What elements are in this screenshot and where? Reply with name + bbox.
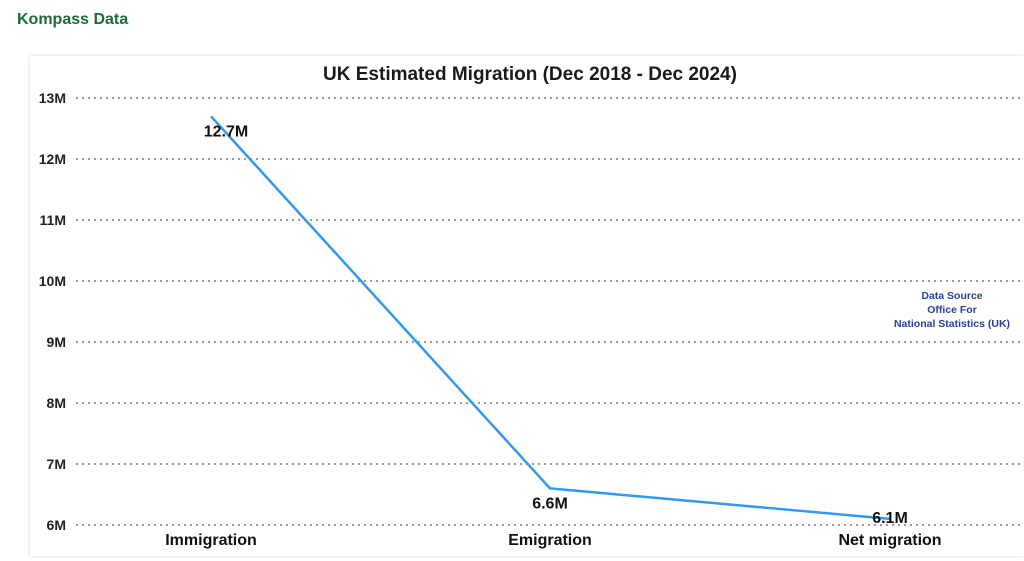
y-tick-label: 7M bbox=[47, 456, 66, 472]
y-tick-label: 13M bbox=[39, 90, 66, 106]
data-label: 6.1M bbox=[872, 510, 908, 527]
x-axis-categories: Immigration Emigration Net migration bbox=[165, 532, 941, 549]
series-line bbox=[210, 115, 891, 521]
y-tick-label: 11M bbox=[40, 212, 66, 228]
data-labels: 12.7M 6.6M 6.1M bbox=[204, 123, 908, 527]
data-source-note: Data Source Office For National Statistics… bbox=[894, 290, 1010, 330]
y-tick-label: 10M bbox=[39, 273, 66, 289]
y-tick-label: 9M bbox=[47, 334, 66, 350]
x-category-label: Net migration bbox=[838, 532, 941, 549]
y-axis-ticks: 6M 7M 8M 9M 10M 11M 12M 13M bbox=[39, 90, 66, 533]
chart-card bbox=[30, 56, 1024, 556]
y-tick-label: 12M bbox=[39, 151, 66, 167]
data-source-line: National Statistics (UK) bbox=[894, 318, 1010, 330]
brand-title: Kompass Data bbox=[17, 11, 129, 28]
y-tick-label: 8M bbox=[47, 395, 66, 411]
y-tick-label: 6M bbox=[47, 517, 66, 533]
x-category-label: Immigration bbox=[165, 532, 257, 549]
data-source-line: Data Source bbox=[921, 290, 982, 302]
x-category-label: Emigration bbox=[508, 532, 592, 549]
data-source-line: Office For bbox=[927, 304, 977, 316]
gridlines bbox=[76, 97, 1024, 526]
data-label: 12.7M bbox=[204, 123, 248, 140]
data-label: 6.6M bbox=[532, 495, 568, 512]
chart-title: UK Estimated Migration (Dec 2018 - Dec 2… bbox=[323, 64, 737, 85]
